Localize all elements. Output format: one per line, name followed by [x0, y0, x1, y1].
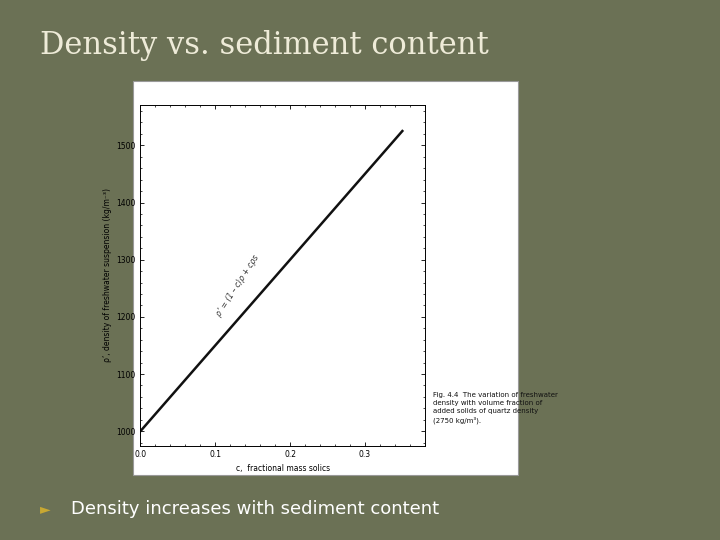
Text: ρ’ = (1 – c)ρ + cρs: ρ’ = (1 – c)ρ + cρs: [215, 253, 261, 318]
Text: Fig. 4.4  The variation of freshwater
density with volume fraction of
added soli: Fig. 4.4 The variation of freshwater den…: [433, 392, 557, 424]
Text: Density increases with sediment content: Density increases with sediment content: [71, 500, 438, 518]
Text: Density vs. sediment content: Density vs. sediment content: [40, 30, 488, 60]
Text: ►: ►: [40, 502, 50, 516]
Y-axis label: ρ’, density of freshwater suspension (kg/m⁻³): ρ’, density of freshwater suspension (kg…: [103, 188, 112, 362]
X-axis label: c,  fractional mass solics: c, fractional mass solics: [235, 463, 330, 472]
